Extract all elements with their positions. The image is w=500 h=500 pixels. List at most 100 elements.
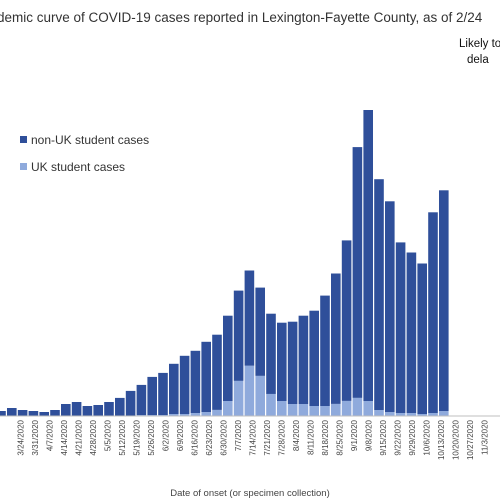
bar-uk-39 — [406, 413, 417, 416]
bar-non-uk-4 — [28, 411, 39, 416]
x-tick-label-31: 10/20/2020 — [452, 419, 461, 460]
x-tick-label-32: 10/27/2020 — [466, 419, 475, 460]
bar-uk-20 — [201, 412, 211, 416]
bar-uk-19 — [190, 413, 201, 416]
bar-non-uk-16 — [158, 372, 168, 415]
x-tick-label-12: 6/9/2020 — [176, 419, 185, 451]
bar-non-uk-24 — [244, 270, 255, 366]
bar-non-uk-1 — [0, 411, 6, 416]
x-tick-label-16: 7/7/2020 — [234, 419, 243, 451]
x-tick-label-26: 9/15/2020 — [379, 419, 388, 455]
bar-non-uk-15 — [147, 376, 157, 415]
x-tick-label-21: 8/11/2020 — [307, 419, 316, 455]
x-tick-label-7: 5/5/2020 — [104, 419, 113, 451]
bar-non-uk-5 — [39, 412, 49, 416]
bar-non-uk-31 — [320, 295, 330, 406]
bar-non-uk-17 — [169, 363, 179, 414]
bar-uk-22 — [223, 401, 233, 416]
x-tick-label-15: 6/30/2020 — [220, 419, 229, 455]
bar-uk-23 — [233, 380, 244, 416]
bar-non-uk-40 — [417, 263, 427, 414]
x-tick-label-30: 10/13/2020 — [437, 419, 446, 460]
bar-non-uk-14 — [136, 384, 147, 415]
bar-non-uk-22 — [223, 315, 233, 401]
x-tick-label-24: 9/1/2020 — [350, 419, 359, 451]
x-tick-label-9: 5/19/2020 — [133, 419, 142, 455]
bar-uk-28 — [287, 404, 298, 416]
bar-non-uk-23 — [233, 290, 244, 381]
annotation-line-2: dela — [467, 54, 489, 66]
bar-uk-34 — [352, 397, 363, 416]
x-tick-label-14: 6/23/2020 — [205, 419, 214, 455]
bar-non-uk-29 — [298, 315, 309, 404]
bar-non-uk-35 — [363, 110, 373, 401]
bar-non-uk-34 — [352, 147, 363, 398]
bar-uk-42 — [439, 411, 449, 416]
bars-layer — [0, 110, 449, 416]
bar-non-uk-12 — [115, 397, 125, 416]
bar-uk-31 — [320, 406, 330, 416]
bar-non-uk-21 — [212, 334, 222, 410]
bar-non-uk-25 — [255, 287, 265, 376]
bar-non-uk-41 — [428, 212, 438, 413]
bar-non-uk-6 — [50, 410, 60, 416]
x-tick-label-33: 11/3/2020 — [481, 419, 490, 455]
bar-uk-17 — [169, 414, 179, 416]
bar-non-uk-7 — [61, 404, 71, 416]
x-tick-labels: 3/10/20203/24/20203/31/20204/7/20204/14/… — [17, 419, 490, 460]
bar-non-uk-18 — [179, 355, 190, 414]
legend-swatch-non-uk — [20, 136, 27, 143]
x-tick-label-29: 10/6/2020 — [423, 419, 432, 455]
legend-label-non-uk: non-UK student cases — [31, 133, 149, 147]
bar-non-uk-10 — [93, 405, 103, 416]
bar-non-uk-38 — [395, 242, 406, 413]
chart-title: demic curve of COVID-19 cases reported i… — [0, 10, 483, 25]
bar-uk-35 — [363, 401, 373, 416]
x-tick-label-27: 9/22/2020 — [394, 419, 403, 455]
bar-non-uk-39 — [406, 252, 417, 413]
bar-non-uk-28 — [287, 321, 298, 404]
bar-non-uk-19 — [190, 350, 201, 413]
bar-uk-21 — [212, 410, 222, 416]
x-tick-label-13: 6/16/2020 — [191, 419, 200, 455]
bar-non-uk-33 — [341, 240, 352, 401]
bar-uk-24 — [244, 365, 255, 416]
legend: non-UK student cases UK student cases — [20, 133, 149, 174]
bar-non-uk-26 — [266, 313, 276, 394]
bar-non-uk-9 — [82, 406, 93, 416]
x-tick-label-17: 7/14/2020 — [249, 419, 258, 455]
x-tick-label-1: 3/24/2020 — [17, 419, 26, 455]
bar-uk-38 — [395, 413, 406, 416]
bar-uk-25 — [255, 375, 265, 416]
legend-swatch-uk — [20, 163, 27, 170]
x-tick-label-6: 4/28/2020 — [89, 419, 98, 455]
bar-uk-26 — [266, 393, 276, 416]
bar-uk-40 — [417, 414, 427, 416]
annotation-line-1: Likely to — [459, 38, 500, 50]
bar-uk-33 — [341, 401, 352, 416]
x-tick-label-20: 8/4/2020 — [292, 419, 301, 451]
bar-uk-30 — [309, 406, 319, 416]
bar-non-uk-37 — [385, 201, 395, 412]
x-tick-label-2: 3/31/2020 — [31, 419, 40, 455]
bar-non-uk-36 — [374, 179, 384, 410]
x-tick-label-10: 5/26/2020 — [147, 419, 156, 455]
bar-non-uk-8 — [71, 402, 82, 416]
x-tick-label-18: 7/21/2020 — [263, 419, 272, 455]
bar-uk-41 — [428, 413, 438, 416]
x-axis-title: Date of onset (or specimen collection) — [170, 488, 329, 499]
bar-non-uk-30 — [309, 310, 319, 406]
bar-uk-29 — [298, 404, 309, 416]
bar-non-uk-3 — [17, 410, 28, 416]
x-tick-label-11: 6/2/2020 — [162, 419, 171, 451]
bar-non-uk-13 — [125, 390, 136, 416]
x-tick-label-4: 4/14/2020 — [60, 419, 69, 455]
bar-uk-32 — [331, 404, 341, 416]
x-tick-label-3: 4/7/2020 — [46, 419, 55, 451]
bar-uk-36 — [374, 410, 384, 416]
bar-non-uk-42 — [439, 190, 449, 411]
x-tick-label-8: 5/12/2020 — [118, 419, 127, 455]
bar-non-uk-2 — [7, 408, 17, 416]
bar-non-uk-27 — [277, 322, 287, 401]
